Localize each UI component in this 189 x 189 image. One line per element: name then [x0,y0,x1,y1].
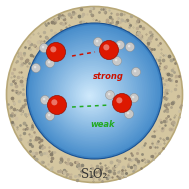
Circle shape [82,87,98,104]
Circle shape [50,46,56,52]
Circle shape [86,92,93,99]
Circle shape [118,43,120,45]
Text: weak: weak [90,120,115,129]
Circle shape [26,23,163,159]
Circle shape [59,60,125,126]
Circle shape [71,75,111,114]
Circle shape [38,36,150,148]
Circle shape [127,112,129,114]
Circle shape [50,50,136,136]
Circle shape [33,30,155,152]
Circle shape [48,114,50,116]
Circle shape [47,95,67,115]
Circle shape [103,44,109,50]
Circle shape [46,43,66,61]
Circle shape [47,46,139,139]
Circle shape [125,109,133,119]
Circle shape [112,57,122,66]
Circle shape [29,25,160,157]
Text: SiO₂: SiO₂ [81,169,108,181]
Circle shape [88,94,91,98]
Circle shape [132,67,140,77]
Circle shape [85,91,95,101]
Circle shape [116,97,122,103]
Circle shape [108,93,110,95]
Circle shape [36,34,152,149]
Circle shape [46,59,54,67]
Circle shape [40,43,49,53]
Circle shape [129,94,139,102]
Circle shape [41,39,146,145]
Circle shape [32,64,40,73]
Circle shape [44,43,143,142]
Circle shape [57,59,127,128]
Circle shape [53,53,132,132]
Circle shape [6,6,183,183]
Circle shape [32,29,157,154]
Circle shape [48,61,50,63]
Circle shape [39,37,148,146]
Circle shape [51,52,134,134]
Circle shape [125,43,135,51]
Circle shape [46,112,54,121]
Circle shape [30,27,159,155]
Circle shape [128,45,130,47]
Circle shape [94,37,102,46]
Circle shape [56,57,129,129]
Circle shape [34,66,36,68]
Circle shape [77,82,104,108]
Circle shape [134,70,136,72]
Circle shape [48,48,137,137]
Circle shape [45,45,141,140]
Circle shape [67,69,116,119]
Circle shape [74,78,107,111]
Circle shape [51,99,57,105]
Text: strong: strong [93,72,124,81]
Circle shape [99,40,119,60]
Circle shape [115,40,125,50]
Circle shape [68,71,114,117]
Circle shape [42,41,145,143]
Circle shape [83,89,97,102]
Circle shape [79,84,102,107]
Circle shape [96,40,98,42]
Circle shape [73,77,109,113]
Circle shape [54,55,130,131]
Circle shape [115,59,117,61]
Circle shape [105,91,115,99]
Circle shape [65,68,118,120]
Circle shape [64,66,120,122]
Circle shape [43,98,45,100]
Circle shape [62,64,121,123]
Circle shape [112,94,132,112]
Circle shape [35,32,153,151]
Circle shape [76,80,105,110]
Circle shape [70,73,113,116]
Circle shape [42,46,44,48]
Circle shape [80,85,100,105]
Circle shape [60,62,123,125]
Circle shape [40,95,50,105]
Circle shape [132,96,134,98]
